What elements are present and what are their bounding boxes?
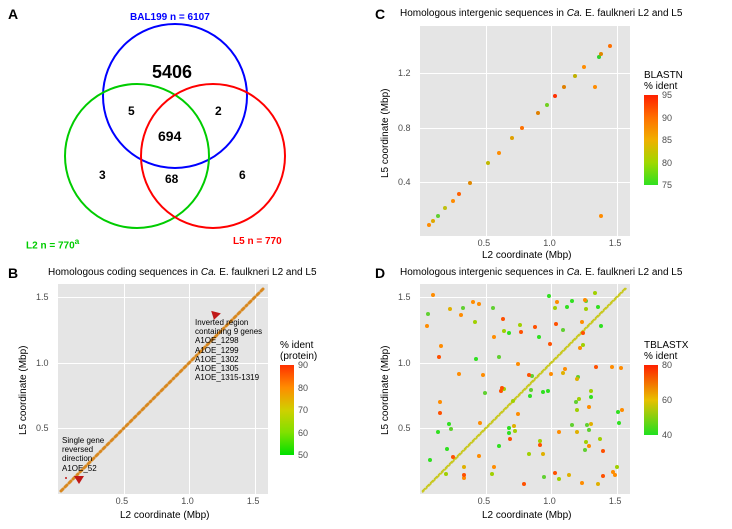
panel-c-label: C — [375, 6, 385, 22]
legend-gradient: 9590858075 — [644, 95, 658, 185]
venn-label-right: L5 n = 770 — [233, 236, 282, 247]
panel-b-tri1 — [74, 476, 84, 484]
panel-c-legend: BLASTN% ident 9590858075 — [644, 70, 683, 185]
panel-d-label: D — [375, 265, 385, 281]
venn-n-center: 694 — [158, 128, 181, 144]
panel-c-title: Homologous intergenic sequences in Ca. E… — [400, 8, 682, 19]
panel-b-annot2: Inverted region containing 9 genes A1OE_… — [195, 318, 262, 382]
panel-d-xlabel: L2 coordinate (Mbp) — [482, 510, 572, 521]
venn-n-topright: 2 — [215, 104, 222, 118]
legend-gradient: 806040 — [644, 365, 658, 435]
panel-d-title: Homologous intergenic sequences in Ca. E… — [400, 267, 682, 278]
venn-n-left: 3 — [99, 168, 106, 182]
panel-a-label: A — [8, 6, 18, 22]
venn-n-topleft: 5 — [128, 104, 135, 118]
panel-d-ylabel: L5 coordinate (Mbp) — [380, 346, 391, 436]
venn-n-leftright: 68 — [165, 172, 178, 186]
panel-d-plot — [420, 284, 630, 494]
venn-n-right: 6 — [239, 168, 246, 182]
panel-d-legend: TBLASTX% ident 806040 — [644, 340, 688, 435]
venn-label-left: L2 n = 770a — [26, 236, 79, 251]
panel-b-legend: % ident(protein) 9080706050 — [280, 340, 317, 455]
panel-b-xlabel: L2 coordinate (Mbp) — [120, 510, 210, 521]
panel-c-ylabel: L5 coordinate (Mbp) — [380, 89, 391, 179]
legend-title: % ident(protein) — [280, 340, 317, 362]
panel-b-annot1: Single gene reversed direction A1OE_52 — [62, 436, 104, 473]
panel-b-title: Homologous coding sequences in Ca. E. fa… — [48, 267, 317, 278]
legend-gradient: 9080706050 — [280, 365, 294, 455]
panel-c-xlabel: L2 coordinate (Mbp) — [482, 250, 572, 261]
panel-b-label: B — [8, 265, 18, 281]
panel-c-plot — [420, 26, 630, 236]
legend-title: TBLASTX% ident — [644, 340, 688, 362]
venn-n-top: 5406 — [152, 62, 192, 83]
legend-title: BLASTN% ident — [644, 70, 683, 92]
venn-label-top: BAL199 n = 6107 — [130, 12, 210, 23]
panel-b-ylabel: L5 coordinate (Mbp) — [18, 346, 29, 436]
